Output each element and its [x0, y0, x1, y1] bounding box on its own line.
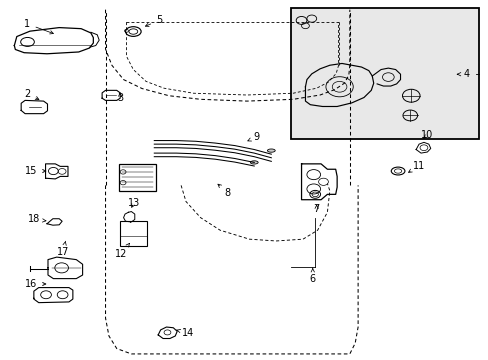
Text: 18: 18	[28, 215, 46, 224]
Text: 13: 13	[127, 198, 140, 208]
Text: 1: 1	[24, 19, 53, 34]
Text: 17: 17	[57, 241, 69, 257]
Text: 8: 8	[218, 184, 230, 198]
Text: 15: 15	[25, 166, 46, 176]
Text: 7: 7	[313, 204, 319, 214]
Text: 6: 6	[309, 268, 315, 284]
Text: 11: 11	[408, 161, 425, 172]
Text: 9: 9	[247, 132, 259, 142]
Text: 4: 4	[456, 69, 468, 79]
Text: 10: 10	[420, 130, 432, 140]
Text: 2: 2	[24, 89, 39, 99]
Bar	[119, 164, 156, 191]
Bar	[120, 221, 147, 246]
Text: 12: 12	[115, 243, 129, 258]
Text: 16: 16	[25, 279, 46, 289]
Text: 5: 5	[145, 15, 162, 26]
Text: 3: 3	[117, 93, 123, 103]
Ellipse shape	[267, 149, 275, 152]
Text: 14: 14	[176, 328, 194, 338]
Bar	[290, 8, 478, 139]
Ellipse shape	[250, 161, 258, 164]
